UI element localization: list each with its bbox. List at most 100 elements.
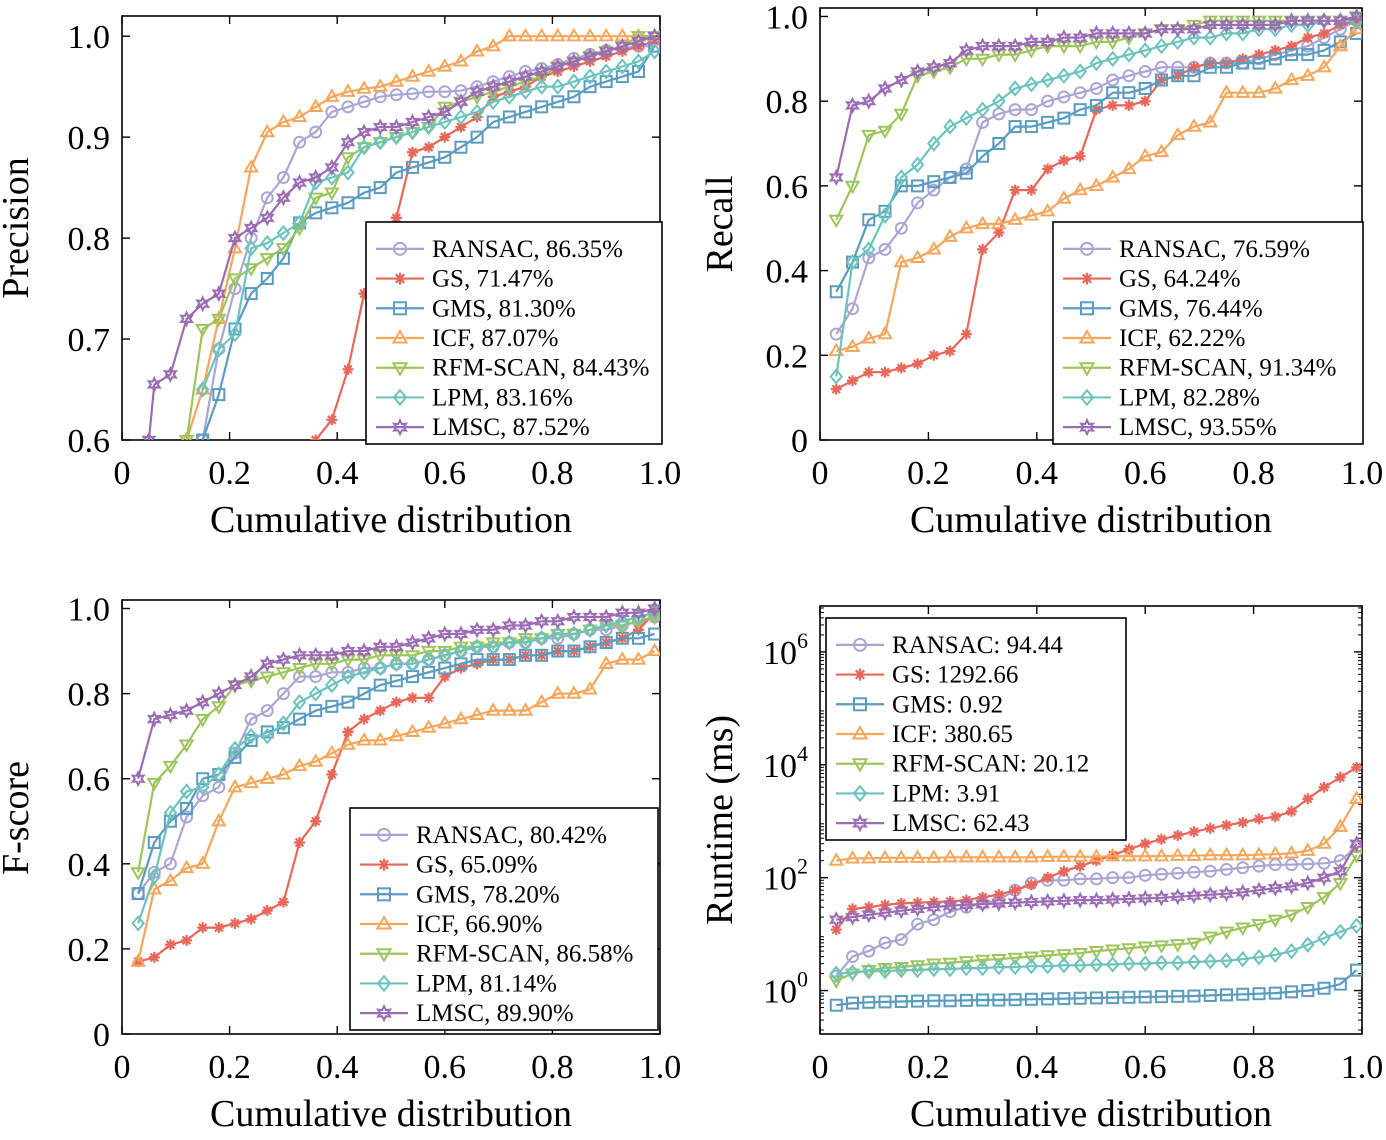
runtime-data-point-icf [1056, 848, 1072, 862]
precision-data-point-lpm [260, 234, 275, 252]
recall-data-point-gms [1138, 81, 1152, 95]
precision-data-point-rfm-scan [227, 273, 243, 287]
recall-data-point-gms [1301, 48, 1315, 62]
precision-legend-marker-gs [394, 272, 406, 285]
runtime-data-point-icf [1218, 846, 1235, 861]
fscore-data-point-rfm-scan [146, 777, 163, 792]
recall-legend-label: GS, 64.24% [1119, 266, 1241, 293]
recall-data-point-icf [991, 215, 1007, 230]
runtime-data-point-icf [1332, 818, 1349, 832]
precision-data-point-gms [196, 433, 210, 440]
runtime-data-point-lpm [1203, 953, 1218, 970]
recall-data-point-gms [862, 213, 876, 227]
fscore-data-point-gs [326, 768, 338, 780]
fscore-series-line-icf [137, 650, 656, 962]
precision-data-point-rfm-scan [307, 192, 324, 207]
precision-data-point-lmsc [162, 365, 178, 384]
fscore-data-point-ransac [196, 789, 210, 803]
runtime-data-point-lmsc [828, 911, 844, 929]
runtime-data-point-icf [1153, 847, 1170, 862]
fscore-data-point-gs [390, 696, 402, 708]
fscore-legend-box [349, 807, 659, 1031]
precision-data-point-icf [517, 27, 534, 42]
recall-data-point-lpm [1008, 80, 1022, 97]
precision-data-point-gs [326, 414, 338, 426]
runtime-data-point-gs [1009, 884, 1021, 896]
fscore-data-point-icf [533, 693, 550, 708]
precision-data-point-ransac [357, 95, 371, 109]
precision-data-point-gs [342, 363, 354, 375]
recall-legend-marker-gms [1080, 301, 1094, 316]
fscore-data-point-gms [147, 836, 161, 850]
runtime-data-point-lpm [878, 963, 892, 980]
fscore-data-point-lmsc [356, 642, 372, 660]
precision-data-point-gs [310, 434, 322, 440]
fscore-data-point-lpm [486, 638, 501, 655]
precision-data-point-gms [567, 90, 581, 104]
runtime-data-point-lpm [1105, 956, 1120, 973]
fscore-data-point-lpm [599, 617, 614, 634]
runtime-data-point-gs [1042, 872, 1054, 884]
fscore-data-point-lpm [421, 651, 436, 668]
runtime-data-point-gms [846, 996, 860, 1010]
runtime-data-point-lpm [1073, 957, 1087, 974]
recall-data-point-icf [1169, 126, 1186, 141]
precision-data-point-ransac [309, 125, 323, 139]
runtime-data-point-icf [860, 850, 877, 864]
fscore-data-point-icf [517, 702, 534, 716]
runtime-data-point-rfm-scan [1234, 922, 1251, 937]
fscore-data-point-icf [291, 757, 308, 772]
fscore-data-point-gms [599, 636, 613, 650]
precision-y-tick-label: 0.9 [68, 120, 111, 157]
recall-data-point-lpm [894, 169, 909, 186]
precision-legend-marker-lmsc [391, 417, 409, 437]
fscore-data-point-rfm-scan [566, 628, 582, 643]
runtime-series-group [828, 761, 1362, 1012]
precision-data-point-ransac [325, 105, 339, 119]
runtime-data-point-icf [926, 849, 942, 863]
recall-data-point-lmsc [1267, 16, 1283, 34]
runtime-data-point-icf [828, 852, 845, 866]
runtime-plot-frame [819, 605, 1363, 1035]
precision-data-point-lmsc [275, 189, 291, 207]
fscore-data-point-lpm [454, 642, 468, 660]
precision-legend-label: GMS, 81.30% [432, 295, 576, 322]
fscore-data-point-lmsc [292, 646, 308, 664]
precision-data-point-lpm [583, 68, 597, 85]
precision-data-point-lpm [615, 58, 630, 75]
recall-data-point-gs [1139, 95, 1151, 107]
runtime-y-tick-label: 100 [763, 967, 808, 1011]
runtime-data-point-lmsc [1170, 888, 1186, 906]
recall-data-point-lmsc [1153, 20, 1169, 38]
recall-data-point-lmsc [1105, 24, 1121, 43]
fscore-data-point-lpm [550, 625, 565, 643]
precision-data-point-gs [390, 212, 402, 224]
precision-data-point-icf [211, 310, 227, 324]
precision-data-point-lmsc [437, 103, 453, 121]
runtime-data-point-lpm [959, 959, 974, 977]
fscore-data-point-lmsc [179, 701, 195, 720]
recall-data-point-lmsc [1072, 28, 1088, 47]
fscore-data-point-icf [549, 685, 566, 699]
fscore-data-point-lmsc [630, 604, 646, 622]
runtime-data-point-gms [1252, 987, 1266, 1001]
runtime-data-point-gms [1057, 992, 1071, 1006]
recall-data-point-lpm [975, 101, 990, 118]
runtime-legend-marker-gs [854, 668, 866, 681]
fscore-data-point-lmsc [405, 633, 421, 652]
precision-data-point-lmsc [356, 123, 372, 141]
runtime-legend-label: ICF: 380.65 [892, 721, 1013, 748]
runtime-data-point-gs [1139, 838, 1151, 850]
runtime-data-point-gms [878, 995, 892, 1009]
recall-y-tick-label: 0.8 [766, 84, 809, 121]
recall-data-point-lmsc [1088, 24, 1104, 43]
precision-x-tick-label: 0 [114, 455, 131, 492]
recall-data-point-lmsc [1007, 37, 1023, 55]
runtime-data-point-gms [943, 994, 957, 1008]
fscore-data-point-lmsc [566, 608, 582, 626]
fscore-data-point-gs [439, 671, 451, 683]
precision-data-point-icf [566, 27, 582, 42]
runtime-data-point-lmsc [1332, 862, 1348, 880]
recall-data-point-lpm [1122, 46, 1136, 63]
runtime-data-point-ransac [1252, 859, 1266, 873]
